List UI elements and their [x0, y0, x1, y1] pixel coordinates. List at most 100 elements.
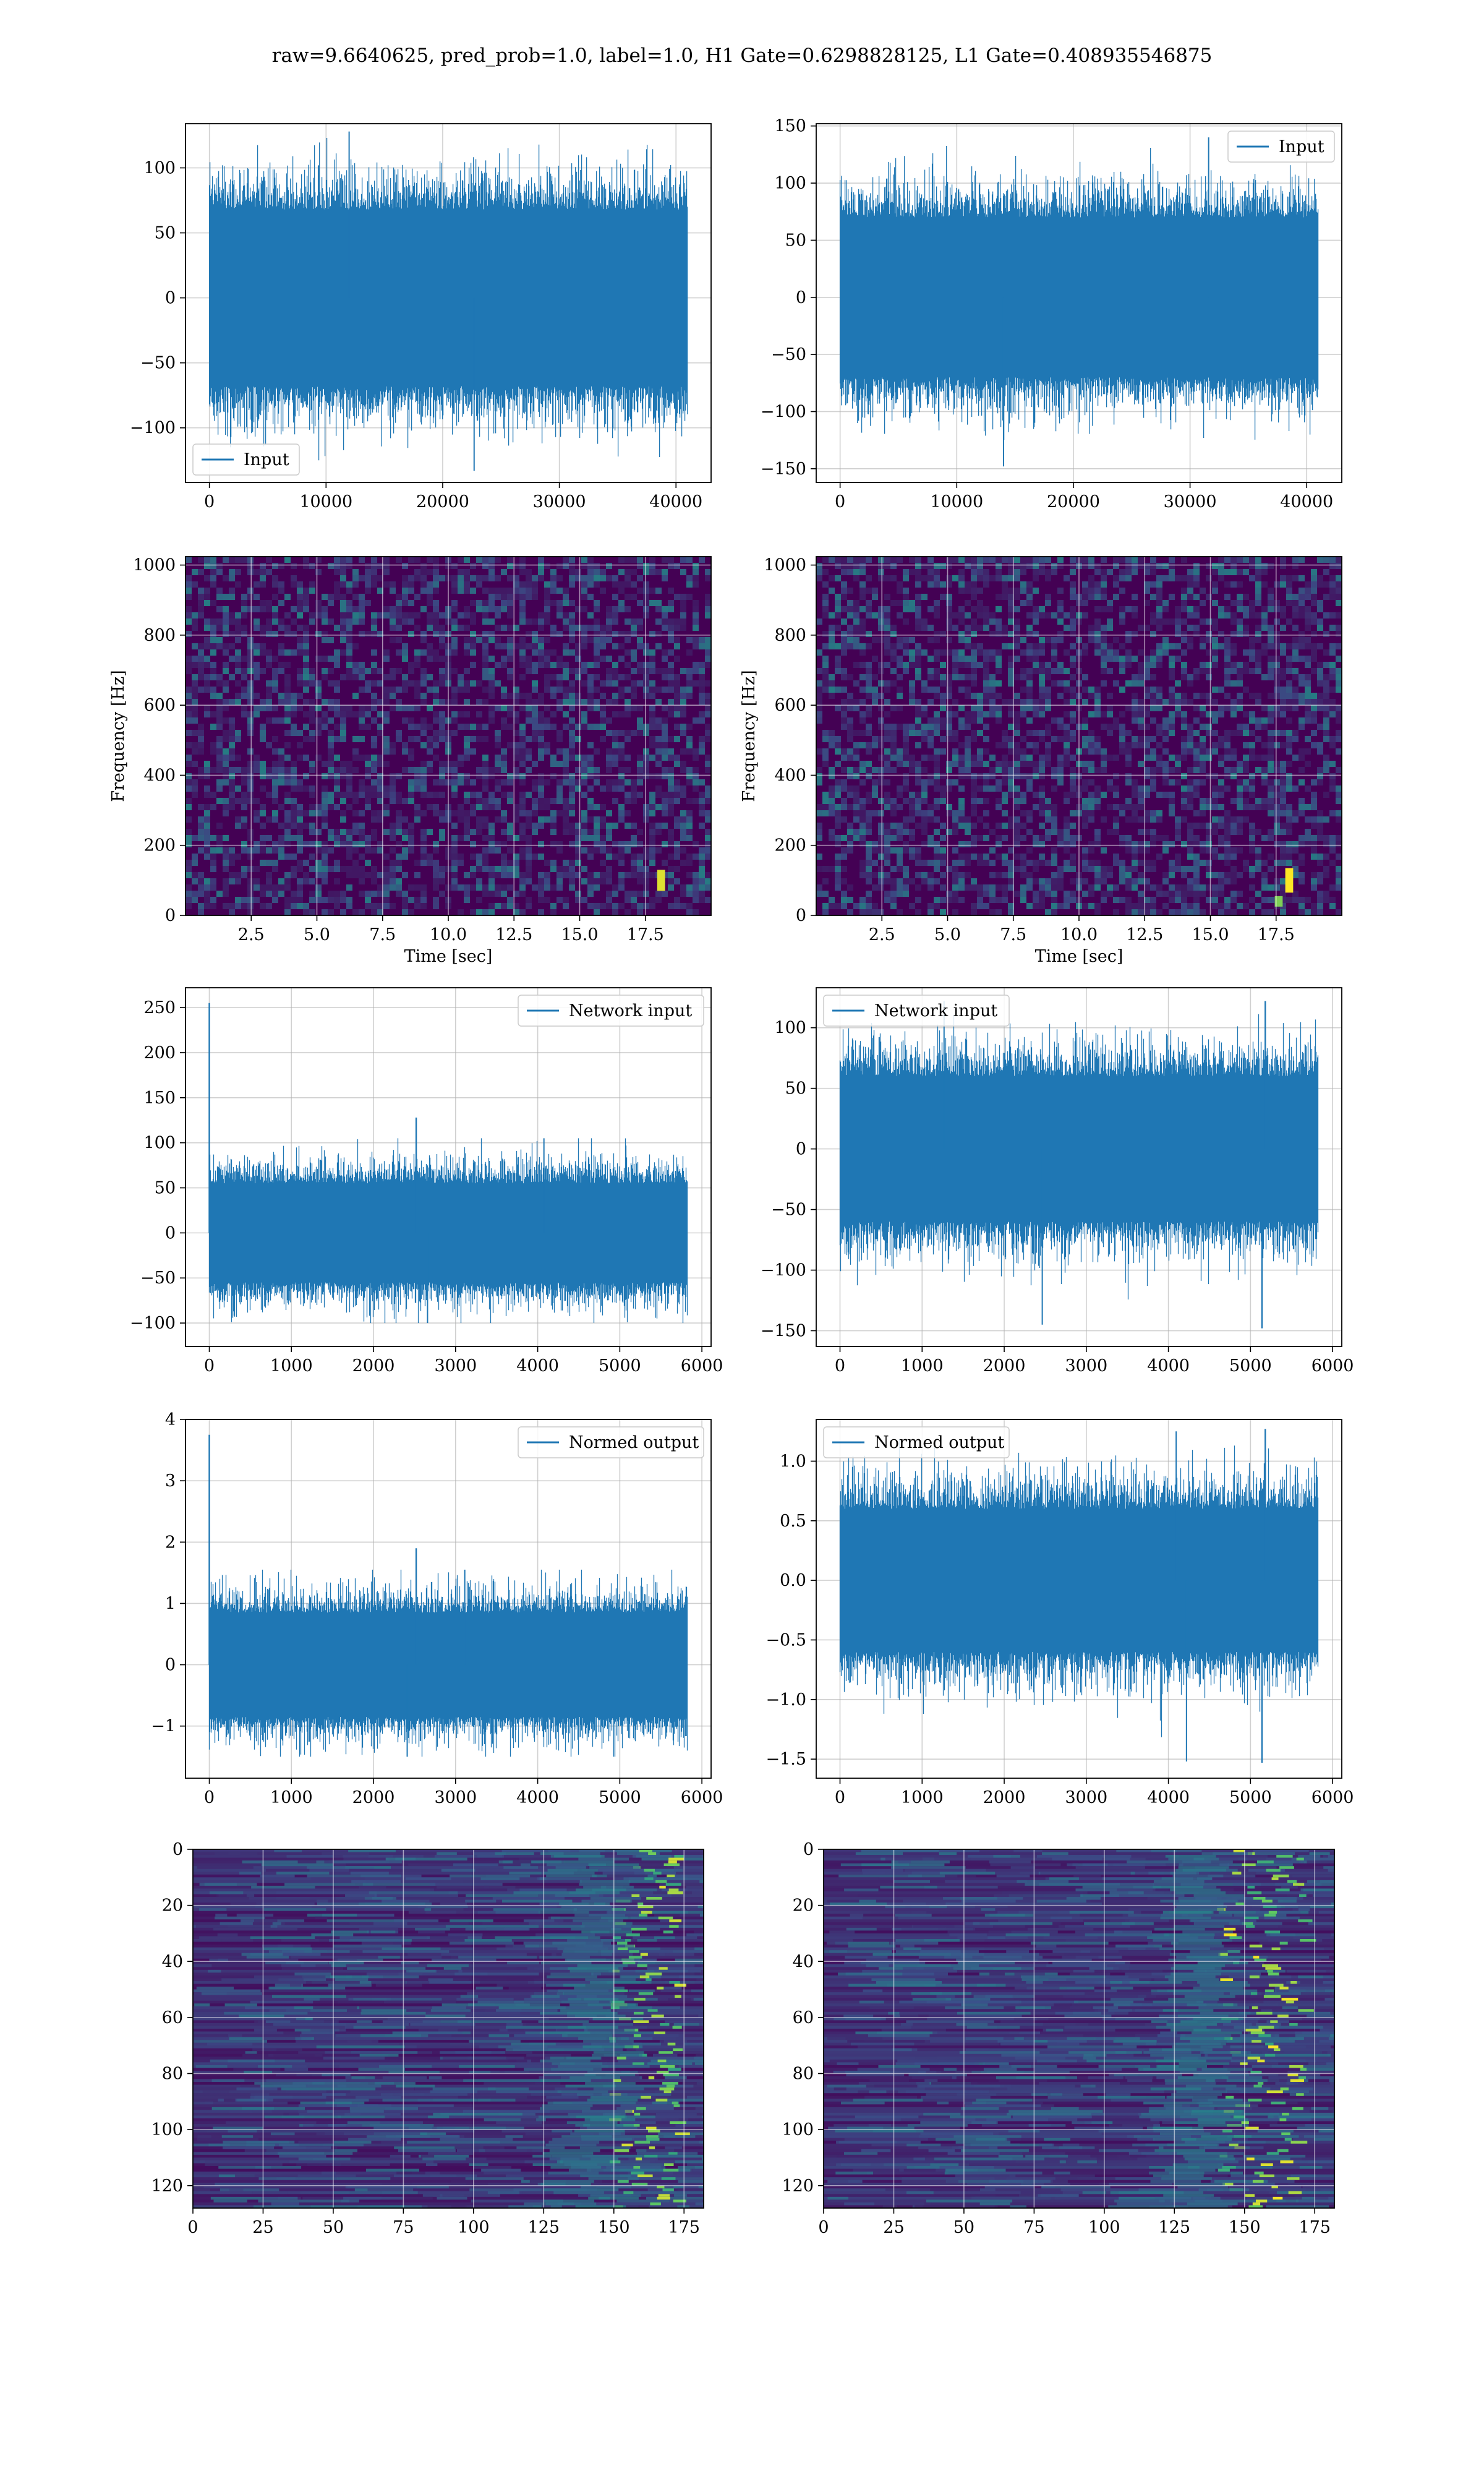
l1-feature-map-y-tick-label-4: 80: [793, 2065, 814, 2084]
h1-input-legend: Input: [192, 443, 300, 476]
l1-spectrogram-y-axis-label: Frequency [Hz]: [740, 670, 759, 802]
h1-network-input-signal-trace: [208, 1138, 688, 1324]
h1-input-panel: 0 10000 20000 30000 40000 −100 −50 0 50 100 Input: [130, 123, 712, 511]
l1-feature-map-x-tick-label-2: 50: [953, 2218, 974, 2237]
h1-spectrogram-x-tick-label-5: 15.0: [561, 925, 598, 944]
h1-feature-map-y-tick-label-2: 40: [162, 1952, 183, 1971]
l1-input-x-tick-label-2: 20000: [1047, 492, 1100, 511]
l1-feature-map-y-tick-label-1: 20: [793, 1896, 814, 1915]
l1-input-signal-trace: [839, 146, 1319, 440]
l1-network-input-signal-trace: [839, 1014, 1319, 1299]
h1-normed-output-y-tick-label-1: 0: [165, 1656, 176, 1675]
l1-spectrogram-hot-spot-1: [1274, 896, 1283, 907]
h1-input-plot-area: [186, 124, 711, 482]
l1-network-input-x-tick-label-0: 0: [835, 1356, 845, 1376]
h1-normed-output-y-tick-label-0: −1: [151, 1717, 176, 1736]
l1-normed-output-signal-trace: [839, 1439, 1319, 1737]
h1-feature-map-x-tick-label-0: 0: [187, 2218, 198, 2237]
l1-input-x-ticks: 0 10000 20000 30000 40000: [835, 482, 1333, 511]
l1-feature-map-y-tick-label-0: 0: [803, 1840, 814, 1859]
l1-input-legend: Input: [1227, 131, 1335, 163]
h1-spectrogram-y-tick-label-0: 0: [165, 906, 176, 925]
h1-normed-output-x-ticks: 0 1000 2000 3000 4000 5000 6000: [204, 1778, 723, 1807]
h1-spectrogram-x-tick-label-0: 2.5: [238, 925, 265, 944]
h1-spectrogram-x-tick-label-6: 17.5: [627, 925, 664, 944]
h1-normed-output-y-tick-label-2: 1: [165, 1594, 176, 1613]
l1-spectrogram-x-tick-label-6: 17.5: [1258, 925, 1295, 944]
l1-normed-output-x-tick-label-1: 1000: [901, 1788, 944, 1807]
h1-input-x-tick-label-0: 0: [204, 492, 215, 511]
l1-normed-output-y-tick-label-5: 1.0: [780, 1452, 806, 1471]
l1-input-axes-frame: [816, 123, 1342, 483]
h1-feature-map-x-tick-label-5: 125: [528, 2218, 560, 2237]
l1-network-input-axes-frame: [816, 987, 1342, 1347]
l1-normed-output-y-tick-label-3: 0.0: [780, 1571, 806, 1590]
h1-normed-output-x-tick-label-3: 3000: [434, 1788, 477, 1807]
h1-spectrogram-y-tick-label-1: 200: [143, 836, 176, 855]
h1-spectrogram-y-axis-label: Frequency [Hz]: [109, 670, 128, 802]
l1-spectrogram-x-tick-label-5: 15.0: [1192, 925, 1229, 944]
l1-normed-output-plot-area: [816, 1419, 1342, 1778]
l1-network-input-y-ticks: −150 −100 −50 0 50 100: [761, 1019, 816, 1341]
h1-spectrogram-plot-area: [186, 557, 711, 915]
l1-feature-map-y-tick-label-3: 60: [793, 2008, 814, 2027]
l1-normed-output-x-tick-label-2: 2000: [983, 1788, 1026, 1807]
l1-feature-map-plot-area: [824, 1849, 1334, 2208]
h1-spectrogram-x-tick-label-3: 10.0: [430, 925, 467, 944]
h1-network-input-x-tick-label-2: 2000: [352, 1356, 395, 1376]
h1-normed-output-x-tick-label-6: 6000: [681, 1788, 723, 1807]
l1-network-input-x-tick-label-2: 2000: [983, 1356, 1026, 1376]
h1-network-input-x-tick-label-6: 6000: [681, 1356, 723, 1376]
h1-input-axes-frame: [185, 123, 712, 483]
l1-network-input-y-tick-label-1: −100: [761, 1261, 806, 1280]
l1-feature-map-x-tick-label-5: 125: [1159, 2218, 1191, 2237]
l1-spectrogram-hot-spot-0: [1285, 868, 1294, 893]
l1-input-x-tick-label-0: 0: [835, 492, 845, 511]
h1-normed-output-x-tick-label-2: 2000: [352, 1788, 395, 1807]
l1-feature-map-axes-frame: [823, 1849, 1335, 2209]
l1-feature-map-x-tick-label-0: 0: [818, 2218, 829, 2237]
h1-network-input-y-tick-label-0: −100: [130, 1314, 176, 1333]
l1-spectrogram-y-tick-label-0: 0: [796, 906, 806, 925]
h1-network-input-legend: Network input: [518, 995, 704, 1027]
l1-spectrogram-y-ticks: 0 200 400 600 800 1000: [764, 556, 816, 925]
l1-input-y-tick-label-6: 150: [774, 117, 806, 136]
h1-network-input-y-ticks: −100 −50 0 50 100 150 200 250: [130, 998, 186, 1333]
h1-input-y-ticks: −100 −50 0 50 100: [130, 158, 186, 438]
l1-spectrogram-x-tick-label-3: 10.0: [1060, 925, 1098, 944]
h1-feature-map-y-ticks: 0 20 40 60 80 100 120: [151, 1840, 193, 2196]
l1-normed-output-legend-label: Normed output: [874, 1433, 1004, 1452]
h1-input-y-tick-label-1: −50: [140, 354, 176, 373]
h1-network-input-legend-label: Network input: [569, 1001, 692, 1021]
l1-network-input-x-tick-label-3: 3000: [1065, 1356, 1107, 1376]
h1-spectrogram-x-tick-label-1: 5.0: [304, 925, 330, 944]
l1-network-input-plot-area: [816, 988, 1342, 1346]
h1-network-input-y-tick-label-3: 50: [155, 1179, 176, 1198]
l1-input-y-tick-label-0: −150: [761, 460, 806, 479]
l1-normed-output-x-tick-label-6: 6000: [1311, 1788, 1354, 1807]
h1-normed-output-x-tick-label-0: 0: [204, 1788, 215, 1807]
h1-feature-map-y-tick-label-0: 0: [173, 1840, 183, 1859]
l1-feature-map-x-ticks: 0 25 50 75 100 125 150 175: [818, 2208, 1331, 2237]
l1-feature-map-x-tick-label-6: 150: [1229, 2218, 1261, 2237]
h1-spectrogram-y-tick-label-2: 400: [143, 766, 176, 785]
l1-spectrogram-x-ticks: 2.5 5.0 7.5 10.0 12.5 15.0 17.5: [869, 915, 1295, 944]
l1-input-x-tick-label-1: 10000: [930, 492, 983, 511]
l1-network-input-x-tick-label-1: 1000: [901, 1356, 944, 1376]
h1-network-input-y-tick-label-6: 200: [143, 1043, 176, 1063]
l1-spectrogram-x-tick-label-2: 7.5: [1000, 925, 1026, 944]
h1-normed-output-legend-label: Normed output: [569, 1433, 699, 1452]
h1-feature-map-y-tick-label-1: 20: [162, 1896, 183, 1915]
l1-network-input-panel: 0 1000 2000 3000 4000 5000 6000 −150 −100 −50 0 50 1…: [761, 987, 1354, 1376]
l1-network-input-y-tick-label-2: −50: [771, 1201, 806, 1220]
l1-network-input-y-tick-label-3: 0: [796, 1140, 806, 1159]
l1-normed-output-x-tick-label-0: 0: [835, 1788, 845, 1807]
h1-normed-output-y-tick-label-5: 4: [165, 1410, 176, 1429]
l1-normed-output-panel: 0 1000 2000 3000 4000 5000 6000 −1.5 −1.0 −0.5 0.0…: [765, 1419, 1354, 1807]
l1-feature-map-grid: [824, 1849, 1334, 2208]
h1-network-input-x-tick-label-4: 4000: [516, 1356, 559, 1376]
l1-feature-map-x-tick-label-1: 25: [883, 2218, 904, 2237]
h1-input-y-tick-label-0: −100: [130, 419, 176, 438]
l1-spectrogram-plot-area: [816, 557, 1342, 915]
h1-spectrogram-x-axis-label: Time [sec]: [404, 947, 493, 966]
